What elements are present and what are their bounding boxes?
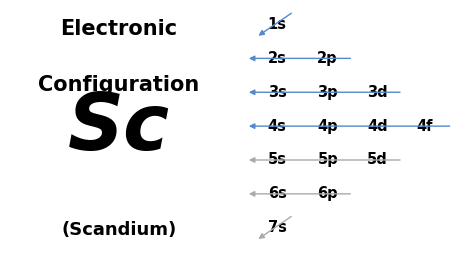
- Text: 6s: 6s: [268, 186, 287, 201]
- Text: 5s: 5s: [268, 152, 287, 168]
- Text: (Scandium): (Scandium): [61, 221, 176, 239]
- Text: 7s: 7s: [268, 220, 287, 235]
- Text: 3p: 3p: [318, 85, 338, 100]
- Text: 3d: 3d: [367, 85, 388, 100]
- Text: 2s: 2s: [268, 51, 287, 66]
- Text: 4p: 4p: [318, 119, 338, 134]
- Text: 6p: 6p: [318, 186, 338, 201]
- Text: 4d: 4d: [367, 119, 388, 134]
- Text: 5p: 5p: [318, 152, 338, 168]
- Text: Sc: Sc: [68, 90, 170, 166]
- Text: 4s: 4s: [268, 119, 287, 134]
- Text: Electronic: Electronic: [60, 19, 177, 39]
- Text: 5d: 5d: [367, 152, 388, 168]
- Text: 4f: 4f: [417, 119, 433, 134]
- Text: Configuration: Configuration: [38, 75, 200, 95]
- Text: 2p: 2p: [318, 51, 338, 66]
- Text: 1s: 1s: [268, 17, 287, 32]
- Text: 3s: 3s: [268, 85, 287, 100]
